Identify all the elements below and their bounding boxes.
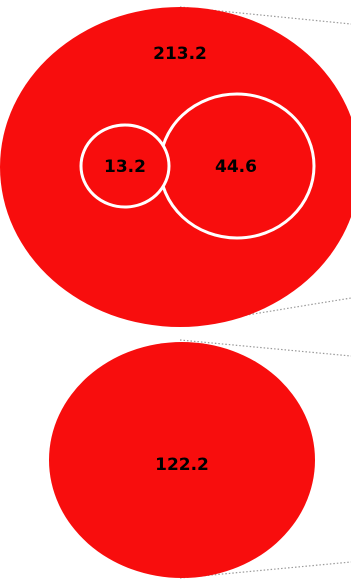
connector-line: [179, 339, 351, 357]
bubble-label-outer-1: 213.2: [153, 44, 207, 64]
bubble-label-inner-44-6: 44.6: [215, 157, 257, 177]
bubble-group-2: 122.2: [49, 342, 315, 578]
bubble-label-inner-13-2: 13.2: [104, 157, 146, 177]
bubble-outer-2: [49, 342, 315, 578]
bubble-inner-13-2: [79, 123, 171, 209]
bubble-group-1: 213.2 13.2 44.6: [0, 7, 351, 327]
bubble-label-outer-2: 122.2: [155, 455, 209, 475]
